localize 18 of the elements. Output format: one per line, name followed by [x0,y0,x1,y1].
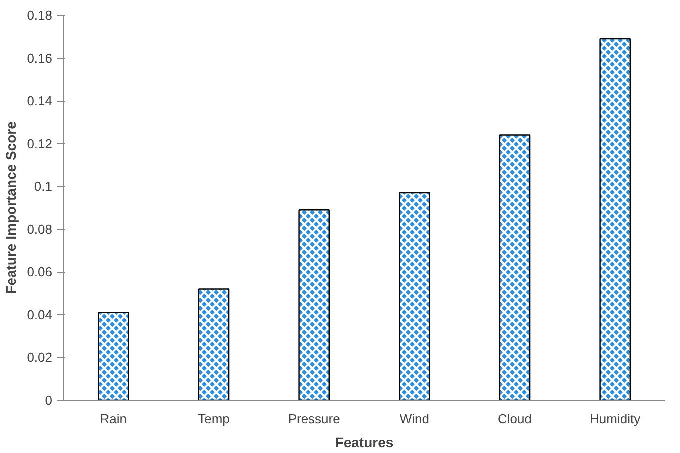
y-tick-label: 0.12 [27,136,53,152]
x-tick-label: Rain [100,412,128,426]
y-tick-label: 0.14 [27,94,53,109]
y-tick-label: 0.16 [27,50,53,66]
y-tick-label: 0 [45,393,53,408]
y-tick-label: 0.06 [27,264,53,280]
y-tick-label: 0.08 [27,222,53,237]
y-tick-label: 0.1 [34,179,53,194]
x-tick-label: Temp [198,412,230,426]
x-tick-label: Cloud [498,412,532,426]
x-tick-label: Humidity [590,412,642,426]
y-tick-label: 0.02 [27,350,53,366]
y-tick-label: 0.04 [27,307,53,322]
x-tick-label: Pressure [288,412,340,426]
x-tick-label: Wind [400,412,430,426]
y-tick-label: 0.18 [27,8,53,23]
x-axis-title: Features [335,434,394,450]
y-axis-title: Feature Importance Score [3,121,20,294]
